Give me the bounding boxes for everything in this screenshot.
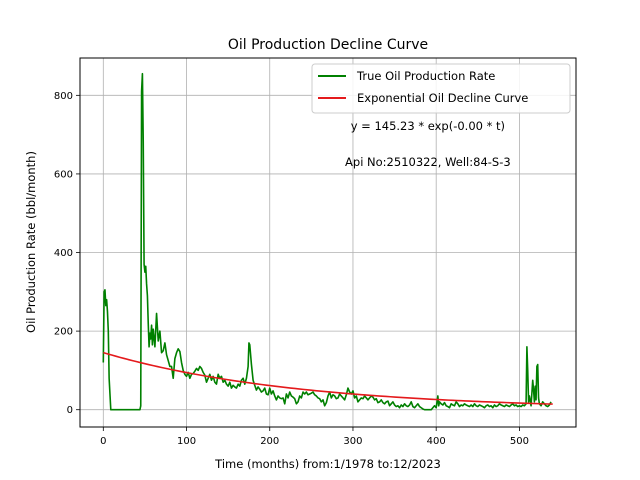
y-tick-label: 0 bbox=[67, 405, 73, 416]
chart-title: Oil Production Decline Curve bbox=[228, 37, 428, 53]
legend: True Oil Production Rate Exponential Oil… bbox=[311, 63, 571, 114]
x-tick-label: 0 bbox=[100, 436, 106, 447]
x-tick-label: 100 bbox=[177, 436, 196, 447]
axis-ticks: 0 100 200 300 400 500 0 200 400 600 800 bbox=[54, 91, 529, 447]
annotation-text: y = 145.23 * exp(-0.00 * t) bbox=[351, 119, 505, 133]
series-layer bbox=[102, 72, 553, 411]
y-tick-label: 600 bbox=[54, 169, 73, 180]
x-tick-label: 500 bbox=[510, 436, 529, 447]
annotations: y = 145.23 * exp(-0.00 * t) Api No:251032… bbox=[345, 119, 511, 169]
x-tick-label: 400 bbox=[427, 436, 446, 447]
x-tick-label: 300 bbox=[343, 436, 362, 447]
legend-label-exponential-fit: Exponential Oil Decline Curve bbox=[357, 91, 528, 105]
axes-frame bbox=[79, 57, 577, 428]
legend-box bbox=[311, 63, 571, 114]
y-tick-label: 400 bbox=[54, 248, 73, 259]
y-tick-label: 800 bbox=[54, 91, 73, 102]
series-line-true-rate bbox=[102, 72, 552, 411]
y-tick-label: 200 bbox=[54, 327, 73, 338]
y-axis-label: Oil Production Rate (bbl/month) bbox=[24, 151, 38, 333]
annotation-text: Api No:2510322, Well:84-S-3 bbox=[345, 155, 511, 169]
series-line-exponential-fit bbox=[103, 351, 553, 405]
x-axis-label: Time (months) from:1/1978 to:12/2023 bbox=[214, 457, 441, 471]
legend-label-true-rate: True Oil Production Rate bbox=[356, 69, 495, 83]
x-tick-label: 200 bbox=[260, 436, 279, 447]
